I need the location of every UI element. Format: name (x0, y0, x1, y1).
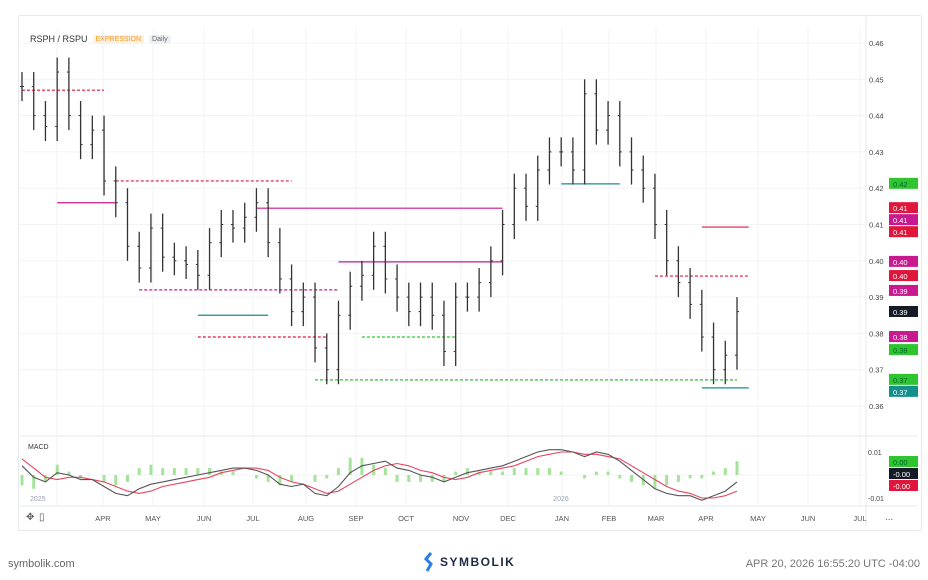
month-label: NOV (453, 514, 469, 523)
price-tick: 0.38 (869, 329, 884, 338)
price-tick: 0.45 (869, 75, 884, 84)
month-label: JUN (801, 514, 816, 523)
price-level-label: 0.40 (893, 272, 908, 281)
signal-line (21, 451, 738, 499)
macd-value-tag (889, 468, 918, 479)
price-level-label: 0.37 (893, 376, 908, 385)
chart-frame (18, 15, 922, 531)
price-tick: 0.40 (869, 257, 884, 266)
year-label: 2026 (553, 496, 569, 503)
price-tick: 0.46 (869, 39, 884, 48)
brand-logo: SYMBOLIK (424, 552, 515, 572)
brand-name: SYMBOLIK (440, 555, 516, 569)
price-level-tag (889, 373, 918, 385)
macd-value-label: -0.00 (893, 470, 910, 479)
expression-badge: EXPRESSION (92, 34, 145, 44)
month-label: SEP (348, 514, 363, 523)
symbol-title[interactable]: RSPH / RSPU (30, 34, 88, 44)
price-level-tag (889, 344, 918, 356)
month-label: APR (698, 514, 714, 523)
macd-line (21, 449, 738, 501)
timestamp: APR 20, 2026 16:55:20 UTC -04:00 (745, 558, 920, 570)
month-label: JUN (197, 514, 212, 523)
move-icon[interactable]: ✥ (26, 512, 35, 523)
interval-badge[interactable]: Daily (149, 34, 171, 44)
month-label: APR (95, 514, 111, 523)
month-label: JUL (246, 514, 259, 523)
price-level-label: 0.42 (893, 180, 908, 189)
symbolik-logo-icon (424, 552, 433, 572)
price-level-tag (889, 255, 918, 267)
macd-title: MACD (28, 444, 49, 451)
month-label: FEB (602, 514, 617, 523)
price-level-label: 0.41 (893, 204, 908, 213)
price-level-label: 0.39 (893, 308, 908, 317)
calendar-icon[interactable]: ▯ (39, 512, 45, 523)
month-label: MAR (648, 514, 665, 523)
month-label: MAY (145, 514, 161, 523)
price-level-tag (889, 214, 918, 226)
price-level-label: 0.41 (893, 216, 908, 225)
month-label: AUG (298, 514, 314, 523)
month-label: JUL (853, 514, 866, 523)
month-label: MAY (750, 514, 766, 523)
price-level-tag (889, 202, 918, 214)
price-level-label: 0.38 (893, 333, 908, 342)
macd-value-tag (889, 456, 918, 467)
price-level-label: 0.37 (893, 388, 908, 397)
chart-header: RSPH / RSPU EXPRESSION Daily (30, 34, 171, 44)
price-level-tag (889, 226, 918, 238)
macd-value-label: 0.00 (893, 458, 908, 467)
price-level-label: 0.38 (893, 346, 908, 355)
price-level-tag (889, 284, 918, 296)
price-level-label: 0.39 (893, 287, 908, 296)
price-level-tag (889, 385, 918, 397)
price-level-tag (889, 270, 918, 282)
site-link[interactable]: symbolik.com (8, 558, 75, 570)
more-button[interactable]: ... (885, 512, 894, 523)
macd-value-label: -0.00 (893, 482, 910, 491)
price-tick: 0.43 (869, 148, 884, 157)
price-level-tag (889, 177, 918, 189)
year-label: 2025 (30, 496, 46, 503)
price-level-tag (889, 305, 918, 317)
macd-tick: -0.01 (868, 496, 884, 503)
macd-tick: 0.01 (868, 450, 882, 457)
month-label: OCT (398, 514, 414, 523)
price-tick: 0.39 (869, 293, 884, 302)
price-level-label: 0.41 (893, 228, 908, 237)
price-tick: 0.44 (869, 112, 884, 121)
price-tick: 0.36 (869, 402, 884, 411)
price-tick: 0.42 (869, 184, 884, 193)
month-label: DEC (500, 514, 516, 523)
price-tick: 0.41 (869, 221, 884, 230)
price-level-tag (889, 331, 918, 343)
price-tick: 0.37 (869, 366, 884, 375)
price-level-label: 0.40 (893, 258, 908, 267)
month-label: JAN (555, 514, 569, 523)
macd-value-tag (889, 480, 918, 491)
